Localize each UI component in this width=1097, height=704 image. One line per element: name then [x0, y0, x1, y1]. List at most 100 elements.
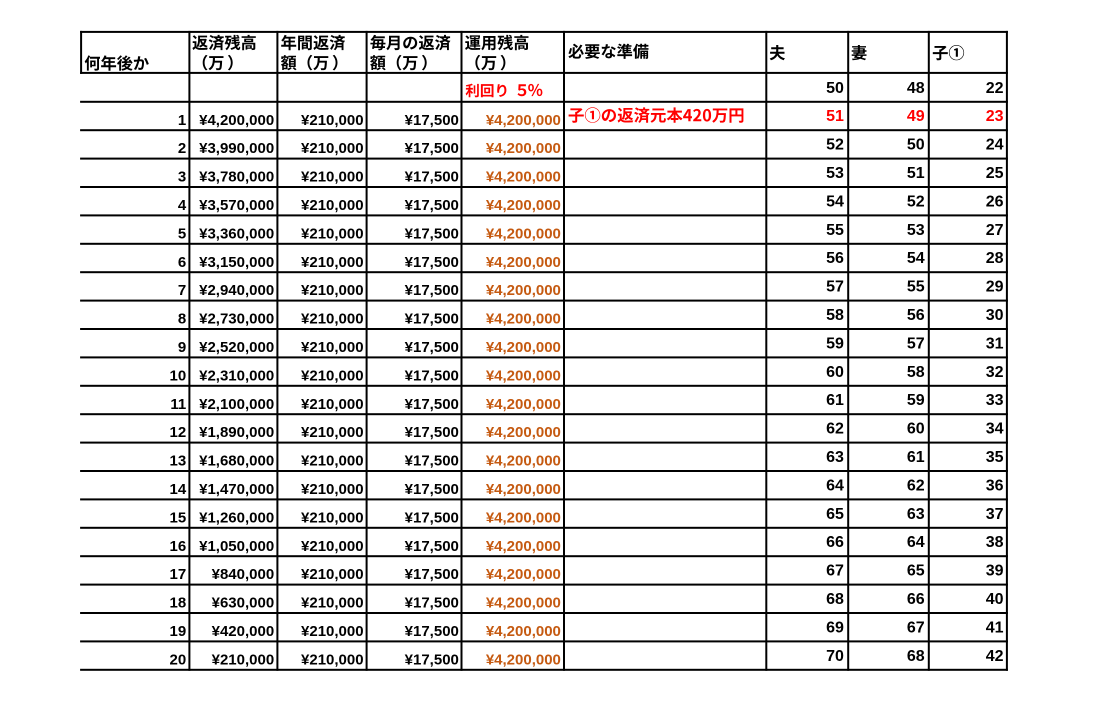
svg-text:¥17,500: ¥17,500 [405, 651, 459, 668]
svg-text:33: 33 [986, 392, 1004, 409]
svg-text:57: 57 [907, 335, 925, 352]
svg-text:67: 67 [826, 563, 844, 580]
svg-text:69: 69 [826, 619, 844, 636]
svg-text:¥17,500: ¥17,500 [405, 623, 459, 640]
svg-text:¥840,000: ¥840,000 [212, 566, 275, 583]
svg-text:¥3,990,000: ¥3,990,000 [199, 140, 274, 157]
svg-text:¥4,200,000: ¥4,200,000 [486, 566, 561, 583]
svg-text:59: 59 [907, 392, 925, 409]
svg-text:¥210,000: ¥210,000 [301, 140, 364, 157]
svg-text:65: 65 [826, 506, 844, 523]
svg-text:¥17,500: ¥17,500 [405, 481, 459, 498]
svg-text:¥630,000: ¥630,000 [212, 595, 275, 612]
svg-text:63: 63 [826, 449, 844, 466]
svg-text:40: 40 [986, 591, 1004, 608]
svg-text:¥4,200,000: ¥4,200,000 [199, 112, 274, 129]
svg-text:¥2,100,000: ¥2,100,000 [199, 396, 274, 413]
svg-text:67: 67 [907, 619, 925, 636]
svg-text:¥17,500: ¥17,500 [405, 169, 459, 186]
svg-text:52: 52 [826, 137, 844, 154]
svg-text:51: 51 [826, 108, 844, 125]
svg-text:¥3,780,000: ¥3,780,000 [199, 169, 274, 186]
svg-text:¥4,200,000: ¥4,200,000 [486, 424, 561, 441]
svg-text:¥17,500: ¥17,500 [405, 140, 459, 157]
svg-text:¥17,500: ¥17,500 [405, 595, 459, 612]
svg-text:9: 9 [178, 339, 186, 356]
svg-text:¥4,200,000: ¥4,200,000 [486, 367, 561, 384]
svg-text:41: 41 [986, 619, 1004, 636]
svg-text:54: 54 [826, 193, 844, 210]
svg-text:17: 17 [170, 566, 187, 583]
svg-text:64: 64 [907, 534, 925, 551]
svg-text:36: 36 [986, 477, 1004, 494]
svg-text:56: 56 [907, 307, 925, 324]
svg-text:¥210,000: ¥210,000 [301, 623, 364, 640]
svg-text:¥17,500: ¥17,500 [405, 311, 459, 328]
svg-text:8: 8 [178, 311, 186, 328]
svg-text:¥2,940,000: ¥2,940,000 [199, 282, 274, 299]
svg-text:¥4,200,000: ¥4,200,000 [486, 481, 561, 498]
svg-text:31: 31 [986, 335, 1004, 352]
svg-text:52: 52 [907, 193, 925, 210]
svg-text:58: 58 [826, 307, 844, 324]
svg-text:68: 68 [907, 648, 925, 665]
svg-text:18: 18 [170, 595, 187, 612]
svg-text:¥4,200,000: ¥4,200,000 [486, 112, 561, 129]
svg-text:¥210,000: ¥210,000 [301, 282, 364, 299]
svg-text:5: 5 [178, 225, 186, 242]
svg-text:6: 6 [178, 254, 186, 271]
svg-text:38: 38 [986, 534, 1004, 551]
svg-text:4: 4 [178, 197, 187, 214]
svg-text:¥210,000: ¥210,000 [212, 651, 275, 668]
svg-text:48: 48 [907, 80, 925, 97]
svg-text:¥4,200,000: ¥4,200,000 [486, 140, 561, 157]
svg-text:¥2,310,000: ¥2,310,000 [199, 367, 274, 384]
svg-text:¥17,500: ¥17,500 [405, 509, 459, 526]
svg-text:11: 11 [170, 396, 186, 413]
svg-text:28: 28 [986, 250, 1004, 267]
svg-text:57: 57 [826, 279, 844, 296]
svg-text:53: 53 [907, 222, 925, 239]
svg-text:24: 24 [986, 137, 1004, 154]
svg-text:¥17,500: ¥17,500 [405, 197, 459, 214]
svg-text:13: 13 [170, 453, 187, 470]
svg-text:32: 32 [986, 364, 1004, 381]
svg-text:63: 63 [907, 506, 925, 523]
svg-text:50: 50 [907, 137, 925, 154]
svg-text:27: 27 [986, 222, 1004, 239]
svg-text:59: 59 [826, 335, 844, 352]
svg-text:¥210,000: ¥210,000 [301, 339, 364, 356]
svg-text:¥17,500: ¥17,500 [405, 538, 459, 555]
svg-text:¥4,200,000: ¥4,200,000 [486, 282, 561, 299]
svg-text:¥17,500: ¥17,500 [405, 566, 459, 583]
svg-text:62: 62 [907, 477, 925, 494]
svg-text:¥210,000: ¥210,000 [301, 651, 364, 668]
svg-text:12: 12 [170, 424, 187, 441]
svg-text:¥17,500: ¥17,500 [405, 453, 459, 470]
svg-text:56: 56 [826, 250, 844, 267]
svg-text:¥4,200,000: ¥4,200,000 [486, 225, 561, 242]
svg-text:¥1,890,000: ¥1,890,000 [199, 424, 274, 441]
svg-text:30: 30 [986, 307, 1004, 324]
svg-text:¥4,200,000: ¥4,200,000 [486, 623, 561, 640]
svg-text:¥17,500: ¥17,500 [405, 282, 459, 299]
svg-text:49: 49 [907, 108, 925, 125]
svg-text:58: 58 [907, 364, 925, 381]
svg-text:66: 66 [826, 534, 844, 551]
svg-text:¥4,200,000: ¥4,200,000 [486, 538, 561, 555]
svg-text:¥2,730,000: ¥2,730,000 [199, 311, 274, 328]
svg-text:53: 53 [826, 165, 844, 182]
svg-text:1: 1 [178, 112, 186, 129]
svg-text:¥4,200,000: ¥4,200,000 [486, 595, 561, 612]
svg-text:70: 70 [826, 648, 844, 665]
svg-text:¥1,470,000: ¥1,470,000 [199, 481, 274, 498]
svg-text:¥1,260,000: ¥1,260,000 [199, 509, 274, 526]
svg-text:62: 62 [826, 421, 844, 438]
svg-text:¥210,000: ¥210,000 [301, 396, 364, 413]
svg-text:61: 61 [826, 392, 844, 409]
svg-text:60: 60 [907, 421, 925, 438]
svg-text:¥1,680,000: ¥1,680,000 [199, 453, 274, 470]
svg-text:¥4,200,000: ¥4,200,000 [486, 254, 561, 271]
svg-text:54: 54 [907, 250, 925, 267]
svg-text:34: 34 [986, 421, 1004, 438]
